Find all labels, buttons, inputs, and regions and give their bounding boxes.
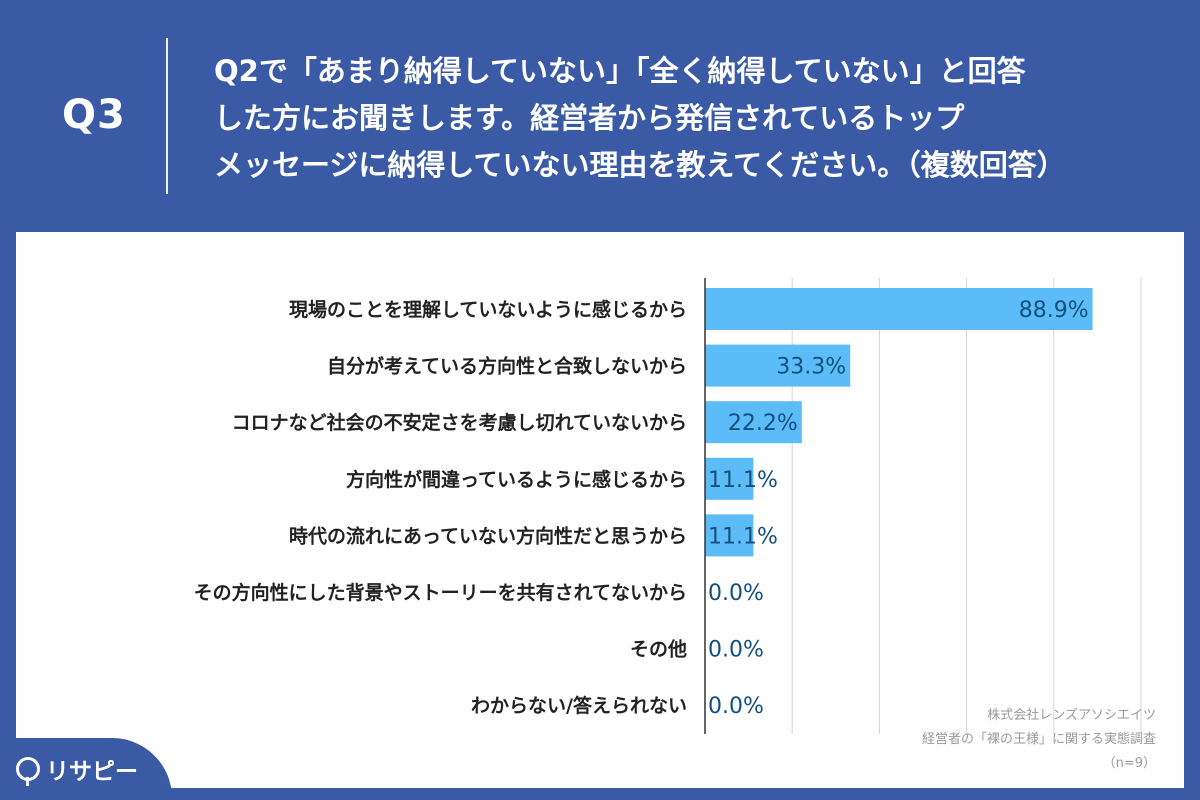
question-number: Q3 (62, 92, 126, 138)
question-line-1: Q2で「あまり納得していない」「全く納得していない」と回答 (214, 54, 1026, 88)
brand-logo: リサピー (16, 752, 138, 786)
sample-size: （n=9） (1102, 756, 1156, 771)
data-label: 11.1% (708, 524, 778, 549)
bar (705, 514, 754, 557)
source-survey: 経営者の「裸の王様」に関する実態調査 (921, 732, 1156, 747)
data-label: 0.0% (708, 638, 764, 663)
category-label: その他 (630, 638, 687, 661)
data-label: 0.0% (708, 694, 764, 719)
bar-chart: 現場のことを理解していないように感じるから 88.9% 自分が考えている方向性と合致… (194, 278, 1142, 734)
category-label: コロナなど社会の不安定さを考慮し切れていないから (232, 411, 687, 434)
data-label: 88.9% (1019, 298, 1089, 323)
pin-icon (16, 757, 40, 786)
category-label: わからない/答えられない (471, 694, 687, 717)
bar (705, 344, 851, 387)
data-label: 11.1% (708, 468, 778, 493)
category-label: 自分が考えている方向性と合致しないから (327, 355, 687, 378)
bar (705, 288, 1093, 330)
question-text: Q2で「あまり納得していない」「全く納得していない」と回答 した方にお聞きします… (214, 48, 1174, 189)
logo-text: リサピー (46, 759, 138, 785)
header: Q3 Q2で「あまり納得していない」「全く納得していない」と回答 した方にお聞き… (0, 0, 1200, 232)
data-label: 0.0% (708, 581, 764, 606)
header-divider (166, 38, 168, 194)
question-line-3: メッセージに納得していない理由を教えてください。（複数回答） (214, 148, 1066, 182)
bar (705, 457, 754, 500)
bar (705, 401, 802, 444)
category-label: 時代の流れにあっていない方向性だと思うから (289, 524, 687, 547)
data-label: 22.2% (728, 411, 798, 436)
category-label: 現場のことを理解していないように感じるから (289, 298, 687, 321)
source-company: 株式会社レンズアソシエイツ (987, 708, 1156, 723)
category-label: 方向性が間違っているように感じるから (346, 468, 687, 491)
category-label: その方向性にした背景やストーリーを共有されてないから (194, 581, 687, 604)
question-line-2: した方にお聞きします。経営者から発信されているトップ (214, 101, 965, 135)
data-label: 33.3% (776, 355, 846, 380)
chart-panel: 現場のことを理解していないように感じるから 88.9% 自分が考えている方向性と合致… (16, 232, 1184, 788)
source-note: 株式会社レンズアソシエイツ 経営者の「裸の王様」に関する実態調査 （n=9） (922, 704, 1156, 776)
